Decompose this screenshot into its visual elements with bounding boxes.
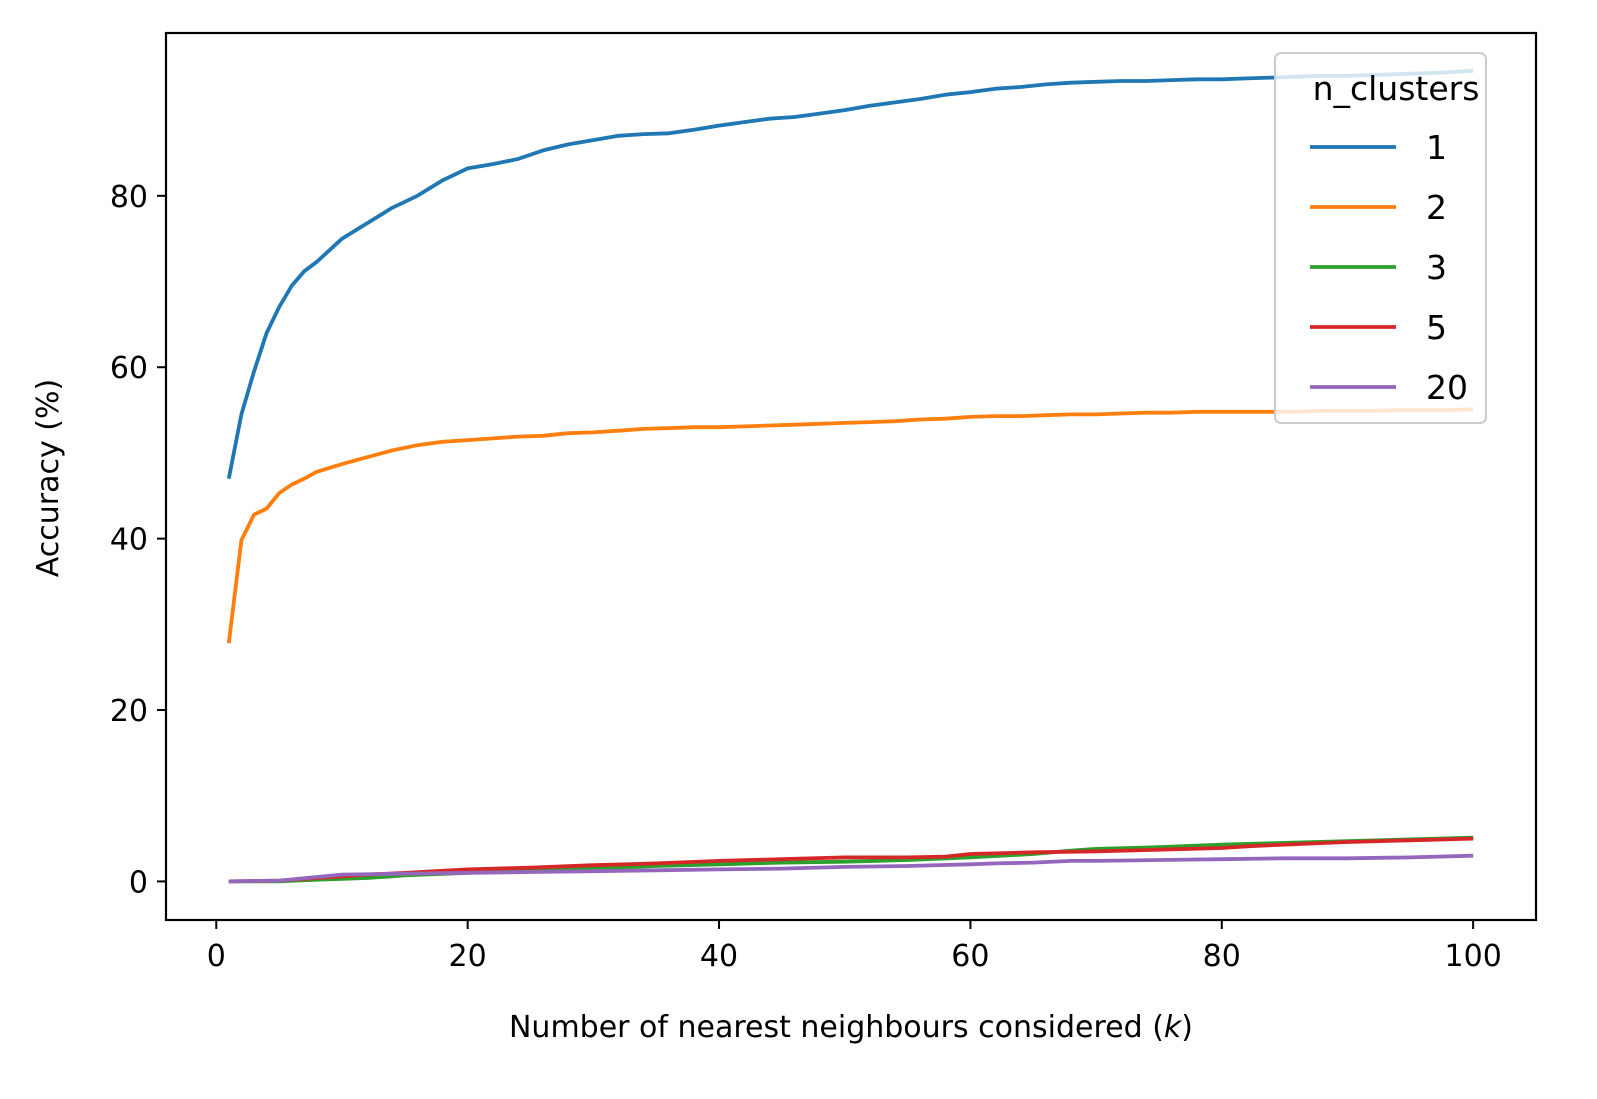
series-line-20: [228, 853, 1474, 884]
legend-label-20: 20: [1426, 368, 1468, 407]
legend-title: n_clusters: [1313, 69, 1480, 108]
legend-label-5: 5: [1426, 308, 1447, 347]
legend: n_clusters 1 2 3 5 20: [1274, 52, 1487, 424]
plot-frame: [164, 31, 1538, 922]
x-tick-label: 80: [1203, 939, 1241, 974]
y-tick-label: 0: [129, 865, 148, 900]
y-tick-label: 40: [110, 523, 148, 558]
series-line-2: [226, 407, 1474, 644]
y-tick-label: 80: [110, 180, 148, 215]
series-lines: [226, 68, 1474, 884]
x-tick-label: 100: [1445, 939, 1502, 974]
legend-label-1: 1: [1426, 128, 1447, 167]
y-axis-label: Accuracy (%): [31, 379, 66, 577]
x-tick-label: 60: [951, 939, 989, 974]
series-line-3: [228, 835, 1474, 884]
x-tick-label: 40: [700, 939, 738, 974]
x-tick-label: 0: [207, 939, 226, 974]
legend-label-2: 2: [1426, 188, 1447, 227]
y-tick-label: 60: [110, 351, 148, 386]
legend-label-3: 3: [1426, 248, 1447, 287]
y-axis-ticks: 0 20 40 60 80: [110, 180, 166, 900]
x-axis-ticks: 0 20 40 60 80 100: [207, 920, 1502, 974]
series-line-1: [226, 68, 1474, 479]
x-tick-label: 20: [449, 939, 487, 974]
x-axis-label: Number of nearest neighbours considered …: [509, 1010, 1193, 1045]
y-tick-label: 20: [110, 694, 148, 729]
